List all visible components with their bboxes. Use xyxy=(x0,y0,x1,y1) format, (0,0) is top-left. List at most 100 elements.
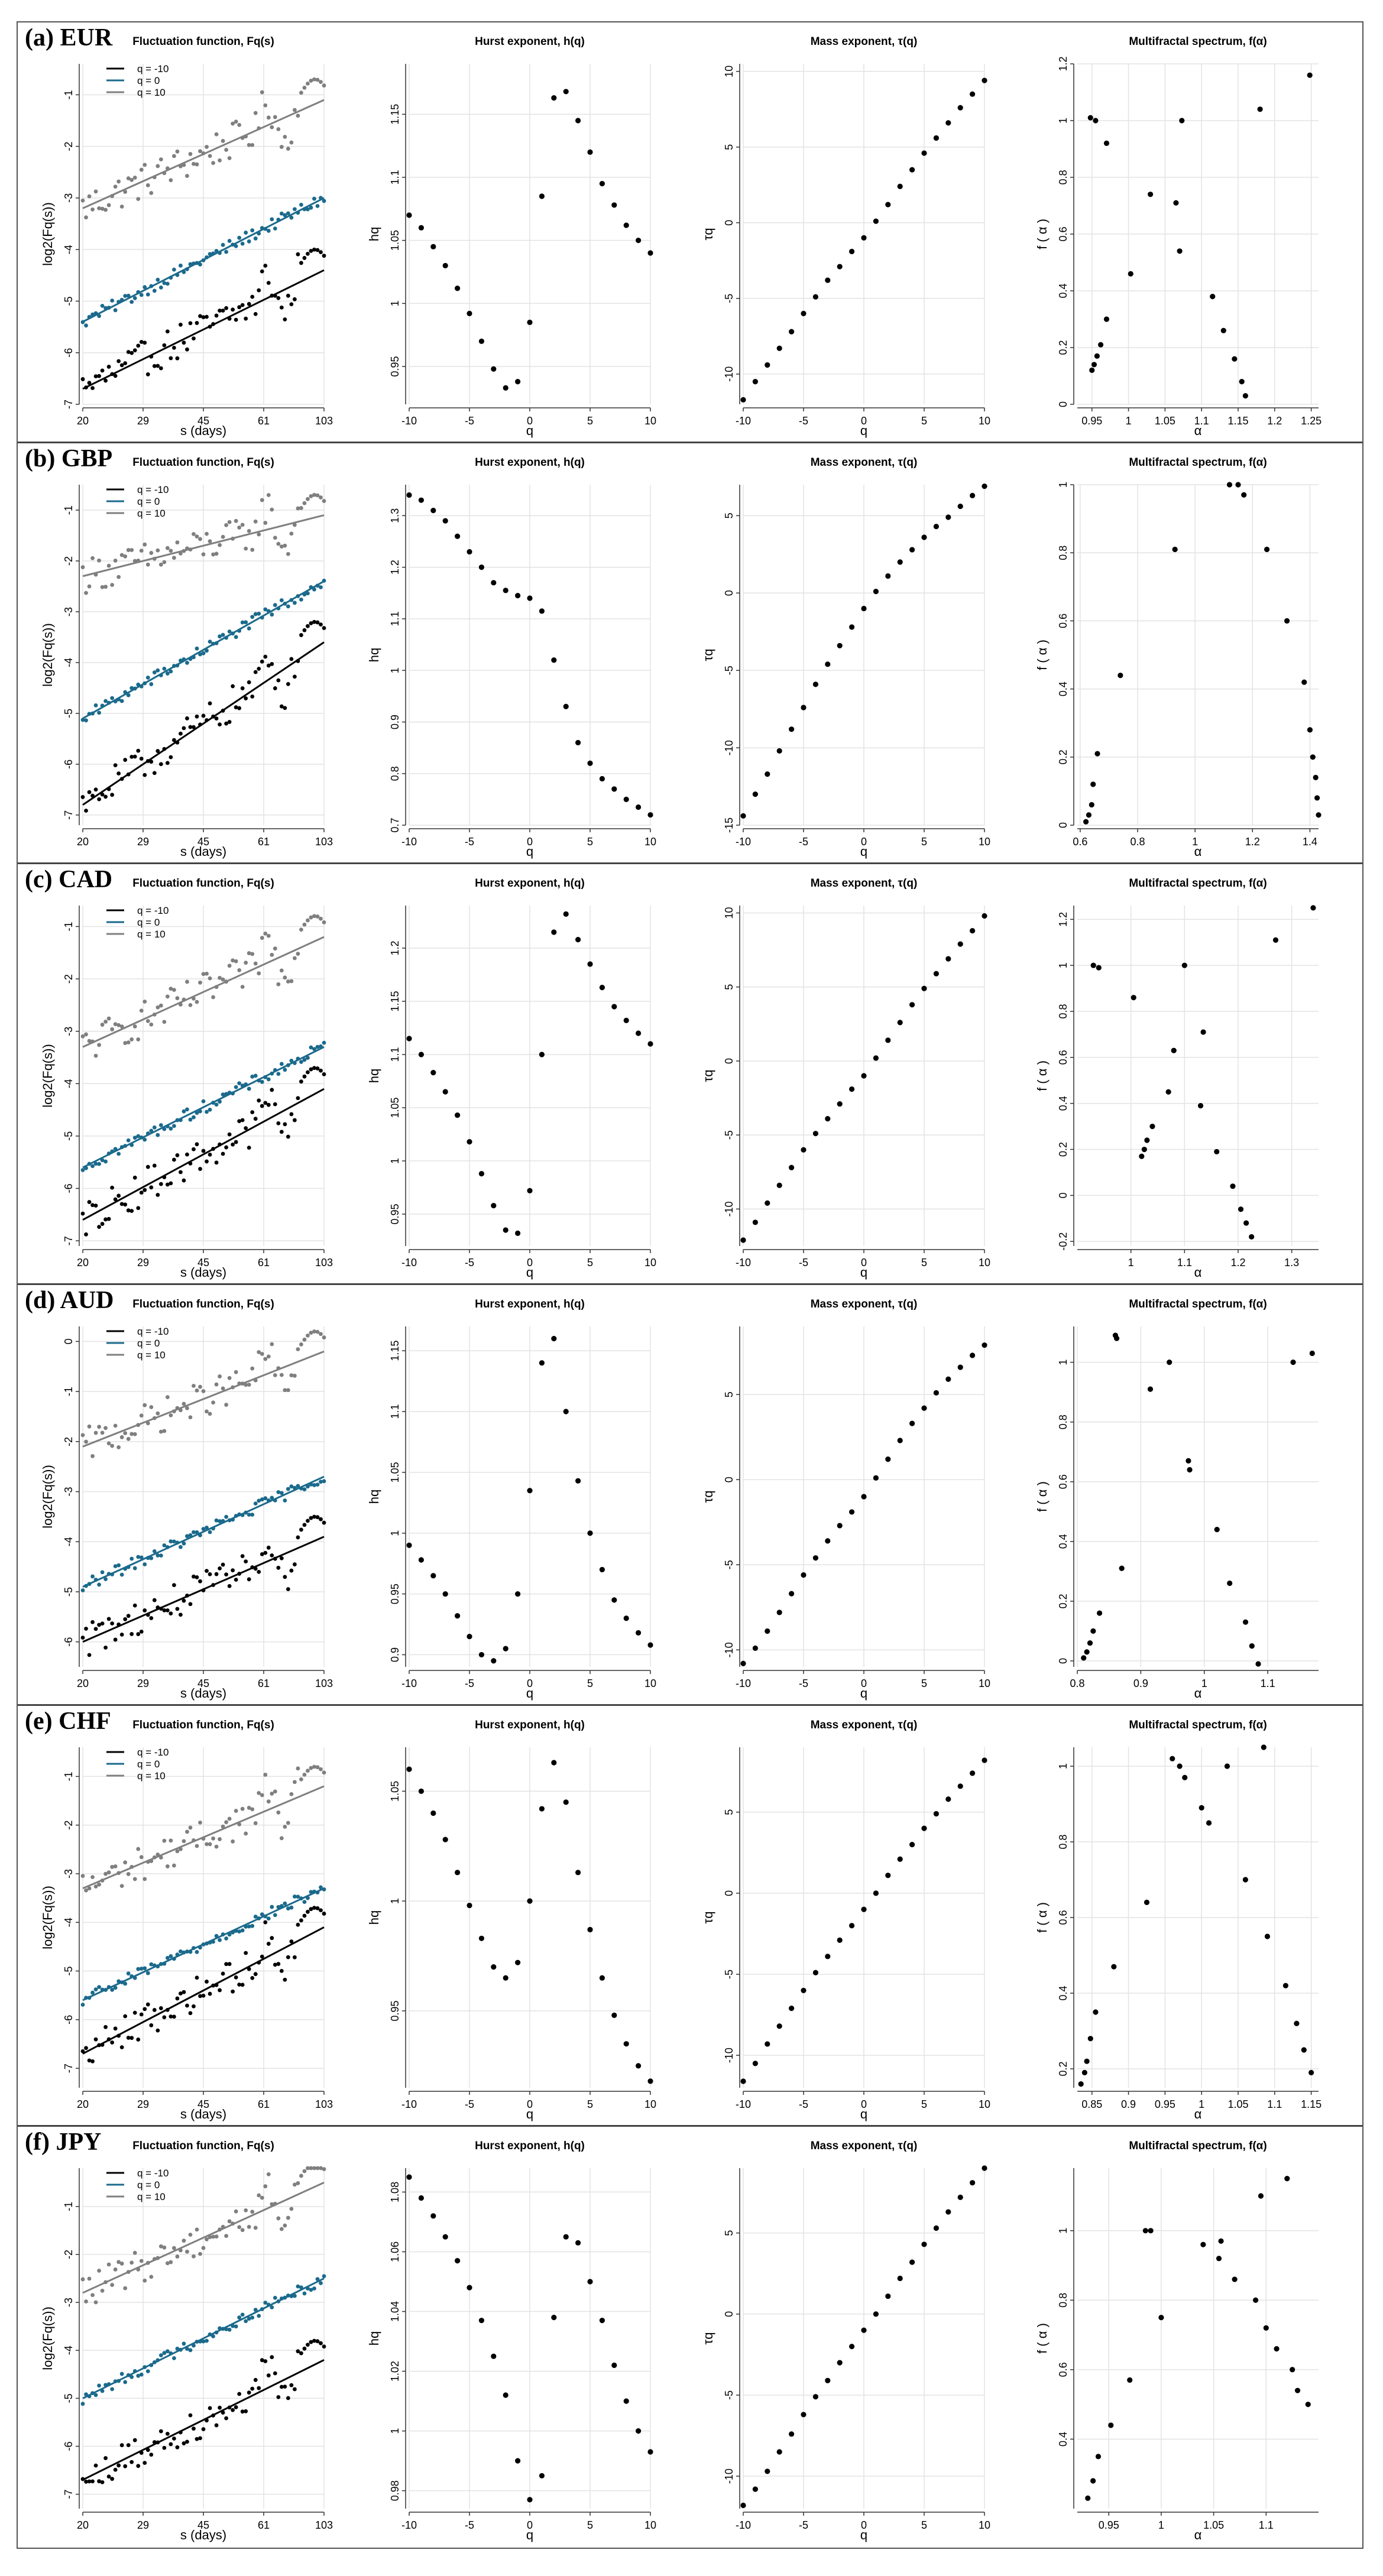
fluct-point-q-neg10 xyxy=(113,763,118,767)
mass-point xyxy=(897,559,903,565)
y-tick-label: 0.6 xyxy=(1057,614,1069,628)
fluct-point-q-10 xyxy=(136,1037,141,1042)
mass-point xyxy=(825,1538,831,1544)
fluct-point-q-10 xyxy=(171,988,176,992)
fluct-point-q-10 xyxy=(87,1424,92,1429)
mass-point xyxy=(776,1610,782,1615)
hurst-point xyxy=(418,225,424,231)
x-tick-label: 20 xyxy=(77,2519,89,2531)
fluct-point-q-10 xyxy=(218,158,222,163)
y-tick-label: 1.08 xyxy=(389,2182,401,2202)
fluct-point-q-10 xyxy=(106,203,111,207)
fluct-point-q-0 xyxy=(139,293,144,297)
x-tick-label: 45 xyxy=(197,1678,209,1689)
fluct-point-q-0 xyxy=(214,1518,219,1523)
fluct-point-q-neg10 xyxy=(116,359,121,364)
fluct-point-q-10 xyxy=(319,495,323,499)
fluct-point-q-10 xyxy=(218,543,222,547)
fluct-point-q-0 xyxy=(312,1483,316,1487)
y-tick-label: -7 xyxy=(63,810,75,820)
hurst-point xyxy=(406,1542,412,1548)
fit-line-q-neg10 xyxy=(82,1088,325,1221)
hurst-point xyxy=(623,1017,629,1023)
fluct-point-q-neg10 xyxy=(116,771,121,776)
x-tick-label: 0 xyxy=(527,2098,533,2110)
fluct-point-q-0 xyxy=(322,1479,326,1484)
fluct-point-q-10 xyxy=(306,2166,310,2171)
fluct-point-q-neg10 xyxy=(306,624,310,628)
hurst-point xyxy=(599,776,605,782)
mass-point xyxy=(945,956,951,962)
fluct-point-q-10 xyxy=(224,2234,228,2238)
row-label: (c) CAD xyxy=(25,866,113,893)
spectrum-point xyxy=(1307,727,1313,733)
fluct-point-q-neg10 xyxy=(292,674,297,679)
x-axis-label: α xyxy=(1194,2528,1202,2542)
fluct-point-q-10 xyxy=(257,532,261,537)
fluct-point-q-neg10 xyxy=(263,2359,268,2364)
fluct-point-q-10 xyxy=(149,1405,154,1409)
x-tick-label: 10 xyxy=(979,415,990,427)
mass-point xyxy=(970,91,976,97)
y-tick-label: 0.95 xyxy=(389,1203,401,1224)
hurst-point xyxy=(467,1633,472,1640)
spectrum-point xyxy=(1171,1047,1177,1053)
fluct-point-q-neg10 xyxy=(286,293,290,298)
legend-entry: q = -10 xyxy=(137,63,169,74)
y-tick-label: -2 xyxy=(63,1821,75,1830)
fluct-point-q-10 xyxy=(247,142,251,147)
fluct-point-q-neg10 xyxy=(224,1962,228,1967)
fluct-point-q-0 xyxy=(149,682,154,686)
fluct-point-q-neg10 xyxy=(312,619,316,624)
y-tick-label: 0.8 xyxy=(1057,546,1069,560)
fluct-point-q-0 xyxy=(171,267,176,272)
fluct-point-q-10 xyxy=(322,920,326,924)
spectrum-point xyxy=(1181,962,1187,968)
hurst-point xyxy=(611,1597,617,1603)
x-axis-label: α xyxy=(1194,1265,1202,1280)
spectrum-point xyxy=(1170,1756,1175,1761)
fluct-point-q-10 xyxy=(188,2233,193,2237)
mass-point xyxy=(752,2061,758,2066)
fluct-point-q-neg10 xyxy=(145,1164,150,1169)
fluct-point-q-10 xyxy=(270,1792,274,1796)
mass-point xyxy=(825,2377,831,2383)
fluct-point-q-neg10 xyxy=(289,1568,294,1573)
mass-point xyxy=(861,1073,867,1079)
y-tick-label: 0.2 xyxy=(1057,1142,1069,1157)
fluct-point-q-neg10 xyxy=(289,2383,294,2387)
fluct-point-q-neg10 xyxy=(175,1607,180,1611)
x-tick-label: 5 xyxy=(587,836,593,848)
fluct-point-q-neg10 xyxy=(132,2438,137,2442)
fluct-point-q-0 xyxy=(273,226,277,231)
hurst-point xyxy=(467,310,472,316)
x-tick-label: -5 xyxy=(799,2519,808,2531)
hurst-point xyxy=(551,929,557,935)
fluct-point-q-10 xyxy=(145,1018,150,1023)
hurst-point xyxy=(623,2398,629,2404)
fluct-point-q-0 xyxy=(319,585,323,589)
fluct-point-q-10 xyxy=(234,2209,238,2214)
legend-entry: q = 10 xyxy=(137,929,166,940)
y-tick-label: -5 xyxy=(723,2390,735,2400)
fluct-point-q-10 xyxy=(211,2234,215,2239)
mass-point xyxy=(801,2412,807,2418)
x-tick-label: 0 xyxy=(527,1678,533,1689)
fluct-point-q-0 xyxy=(103,699,108,703)
fluct-point-q-0 xyxy=(171,1124,176,1128)
fluct-point-q-10 xyxy=(90,556,95,560)
fluct-point-q-10 xyxy=(257,2193,261,2198)
fluct-point-q-10 xyxy=(286,147,290,151)
y-tick-label: 0 xyxy=(723,590,735,596)
fluct-point-q-0 xyxy=(309,2288,313,2292)
fluct-point-q-neg10 xyxy=(227,1962,232,1967)
fluct-point-q-neg10 xyxy=(319,1068,323,1073)
spectrum-point xyxy=(1252,2297,1259,2303)
fluct-point-q-10 xyxy=(299,506,303,510)
fluct-point-q-0 xyxy=(165,281,170,286)
fluct-point-q-10 xyxy=(123,1431,128,1435)
fluct-point-q-10 xyxy=(309,1331,313,1335)
hurst-point xyxy=(539,1052,545,1057)
fluct-point-q-neg10 xyxy=(221,1151,225,1156)
spectrum-point xyxy=(1310,905,1316,911)
